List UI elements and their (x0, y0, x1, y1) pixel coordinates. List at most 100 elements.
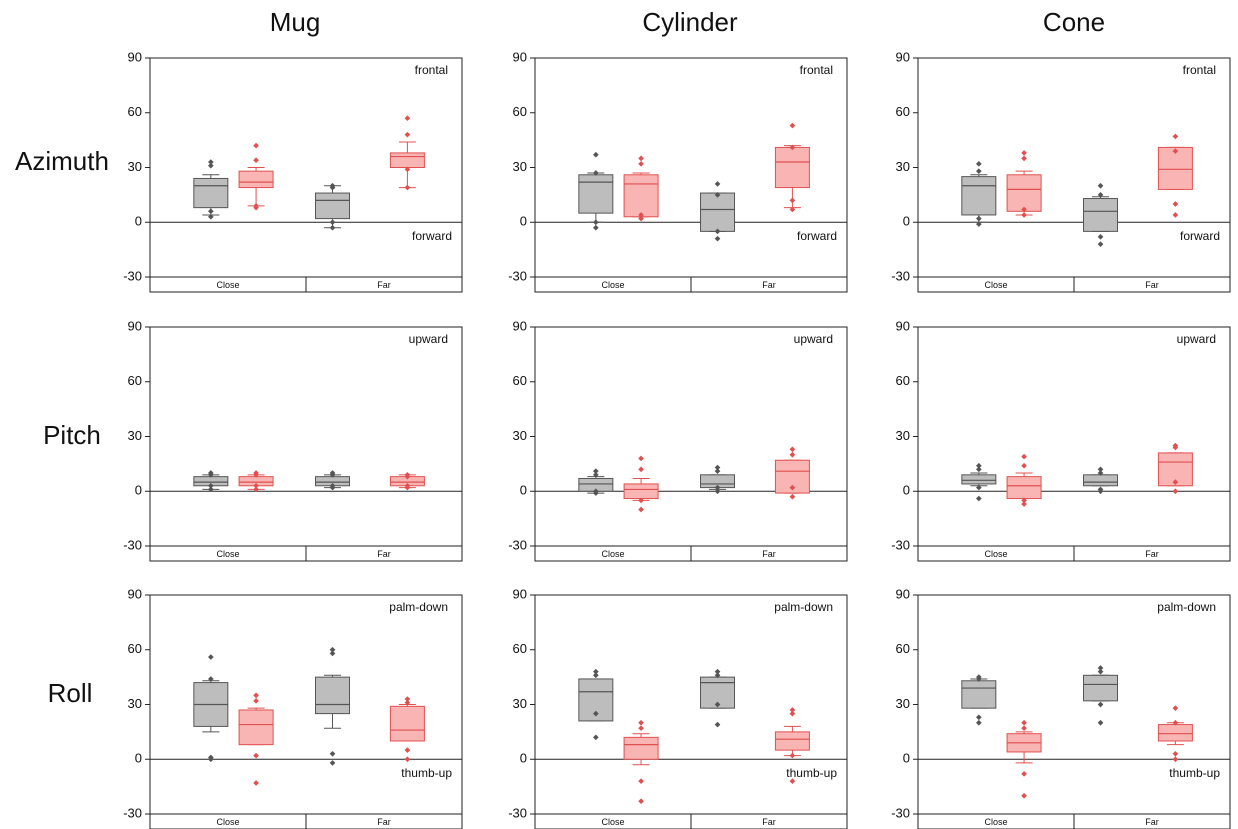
y-tick-label: 30 (896, 428, 910, 443)
box (1157, 724, 1193, 742)
x-category-label: Far (762, 280, 776, 290)
point (714, 721, 721, 728)
point (976, 161, 982, 167)
box (1083, 474, 1119, 487)
point (404, 756, 411, 763)
point (714, 701, 721, 708)
point (1172, 750, 1179, 757)
y-tick-label: 30 (513, 159, 527, 174)
y-tick-label: 30 (128, 159, 142, 174)
x-category-label: Far (1145, 280, 1159, 290)
point (329, 182, 336, 189)
y-tick-label: -30 (508, 805, 527, 820)
point (789, 144, 796, 151)
box (389, 152, 425, 168)
point (253, 752, 259, 759)
point (404, 166, 411, 173)
point (976, 495, 982, 502)
point (404, 471, 411, 478)
annotation: forward (412, 229, 452, 243)
point (593, 710, 599, 717)
y-tick-label: 60 (128, 104, 142, 119)
box (389, 705, 425, 742)
annotation: forward (797, 229, 837, 243)
point (638, 212, 644, 218)
y-tick-label: 30 (896, 159, 910, 174)
box (774, 731, 810, 751)
point (1097, 665, 1104, 671)
box (1083, 198, 1119, 232)
point (253, 202, 259, 209)
point (1172, 719, 1179, 726)
point (593, 151, 599, 158)
point (1172, 488, 1179, 495)
point (976, 484, 982, 491)
x-category-label: Close (216, 549, 239, 559)
box (623, 483, 659, 500)
point (1097, 182, 1104, 189)
point (404, 184, 411, 191)
point (638, 506, 644, 513)
point (404, 699, 411, 706)
point (1172, 479, 1179, 485)
point (714, 464, 721, 471)
point (208, 208, 214, 215)
point (976, 674, 982, 680)
point (789, 710, 796, 717)
x-category-label: Close (601, 817, 624, 827)
box (1083, 674, 1119, 702)
point (593, 672, 599, 679)
point (593, 471, 599, 478)
point (329, 219, 336, 226)
point (253, 482, 259, 489)
point (253, 470, 259, 476)
point (789, 752, 796, 759)
y-tick-label: 0 (520, 751, 527, 766)
x-category-label: Far (1145, 549, 1159, 559)
point (208, 213, 214, 220)
point (208, 162, 214, 169)
annotation: thumb-up (401, 766, 452, 780)
point (253, 142, 259, 149)
y-tick-label: 60 (128, 641, 142, 656)
plot-frame (917, 326, 1231, 547)
point (329, 224, 336, 231)
point (404, 115, 411, 122)
box (315, 676, 351, 715)
x-category-label: Far (762, 817, 776, 827)
point (593, 170, 599, 176)
point (1021, 792, 1027, 799)
point (789, 451, 796, 458)
box (1006, 476, 1042, 500)
point (789, 206, 796, 213)
y-tick-label: 0 (903, 214, 910, 229)
point (1021, 462, 1027, 469)
point (638, 161, 644, 167)
point (789, 493, 796, 500)
point (208, 654, 214, 660)
y-tick-label: -30 (891, 537, 910, 552)
point (593, 468, 599, 475)
point (593, 488, 599, 495)
point (638, 798, 644, 805)
point (253, 157, 259, 164)
point (638, 155, 644, 162)
point (714, 181, 721, 187)
point (638, 778, 644, 784)
x-category-label: Close (601, 280, 624, 290)
plot-frame (149, 326, 463, 547)
x-category-label: Far (377, 817, 391, 827)
point (593, 224, 599, 231)
point (1097, 466, 1104, 473)
point (976, 714, 982, 721)
point (1021, 771, 1027, 777)
point (208, 676, 214, 682)
row-title: Roll (48, 678, 93, 708)
point (1097, 192, 1104, 198)
annotation: upward (794, 332, 833, 346)
annotation: palm-down (774, 600, 833, 614)
y-tick-label: 0 (135, 751, 142, 766)
x-category-label: Close (216, 817, 239, 827)
point (1172, 148, 1179, 154)
y-tick-label: 0 (135, 214, 142, 229)
